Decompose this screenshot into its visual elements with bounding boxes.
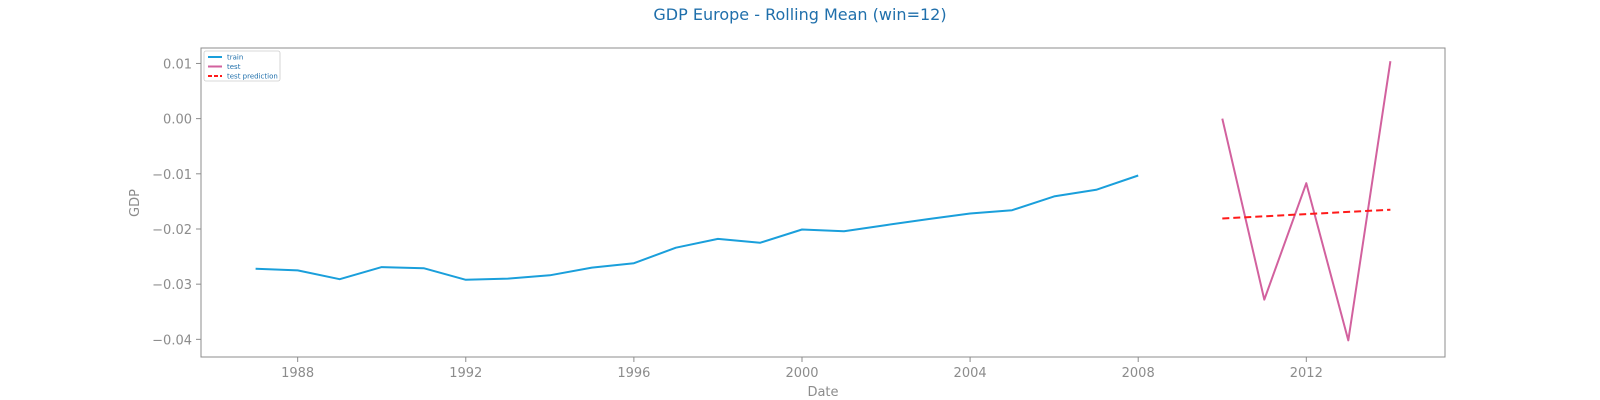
chart-title: GDP Europe - Rolling Mean (win=12) bbox=[653, 5, 946, 24]
y-axis: 0.01 0.00 −0.01 −0.02 −0.03 −0.04 bbox=[152, 57, 201, 348]
y-tick-label: −0.02 bbox=[152, 223, 192, 238]
series-line-test bbox=[1221, 61, 1392, 342]
x-tick-label: 1988 bbox=[281, 366, 314, 381]
x-tick-label: 2008 bbox=[1122, 366, 1155, 381]
x-axis-label: Date bbox=[807, 385, 838, 400]
y-tick-label: −0.03 bbox=[152, 278, 192, 293]
plot-frame bbox=[200, 47, 1446, 358]
y-tick-label: 0.00 bbox=[163, 113, 192, 128]
x-tick-label: 1996 bbox=[617, 366, 650, 381]
legend-label: train bbox=[227, 54, 243, 62]
series-line-test-prediction bbox=[1222, 208, 1391, 220]
legend-box bbox=[203, 50, 281, 82]
legend-label: test bbox=[227, 63, 241, 71]
x-tick-label: 2012 bbox=[1290, 366, 1323, 381]
legend-label: test prediction bbox=[227, 73, 278, 81]
y-tick-label: −0.01 bbox=[152, 168, 192, 183]
x-tick-label: 2004 bbox=[954, 366, 987, 381]
x-axis: 1988 1992 1996 2000 2004 2008 2012 bbox=[281, 357, 1323, 381]
series-line-train bbox=[255, 174, 1139, 281]
x-tick-label: 2000 bbox=[785, 366, 818, 381]
series-layer bbox=[255, 61, 1392, 342]
y-axis-label: GDP bbox=[128, 189, 143, 217]
plot-area bbox=[200, 47, 1446, 358]
y-tick-label: −0.04 bbox=[152, 333, 192, 348]
x-tick-label: 1992 bbox=[449, 366, 482, 381]
y-tick-label: 0.01 bbox=[163, 57, 192, 72]
